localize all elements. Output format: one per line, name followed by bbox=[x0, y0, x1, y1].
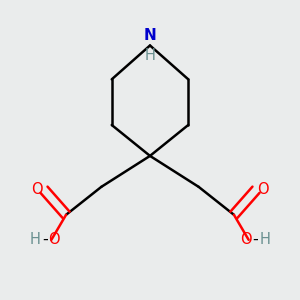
Text: H: H bbox=[260, 232, 270, 247]
Text: O: O bbox=[49, 232, 60, 247]
Text: N: N bbox=[144, 28, 156, 43]
Text: H: H bbox=[145, 48, 155, 63]
Text: O: O bbox=[31, 182, 43, 197]
Text: O: O bbox=[240, 232, 251, 247]
Text: -: - bbox=[42, 232, 48, 247]
Text: -: - bbox=[252, 232, 258, 247]
Text: H: H bbox=[30, 232, 40, 247]
Text: O: O bbox=[257, 182, 269, 197]
